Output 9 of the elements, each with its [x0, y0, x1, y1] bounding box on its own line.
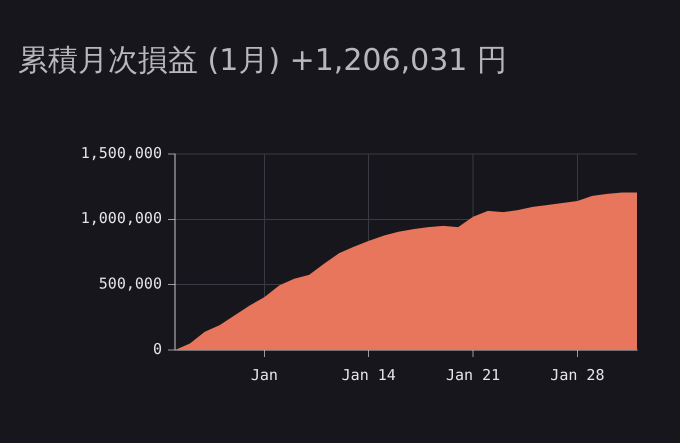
y-tick-label: 1,500,000	[80, 144, 162, 162]
x-tick-label: Jan 21	[446, 366, 500, 384]
x-tick-label: Jan 14	[342, 366, 396, 384]
x-tick-label: Jan	[250, 366, 278, 384]
x-tick-label: Jan 28	[550, 366, 604, 384]
y-tick-label: 1,000,000	[80, 209, 162, 228]
y-tick-label: 0	[152, 340, 162, 358]
y-tick-label: 500,000	[98, 274, 162, 293]
chart-title: 累積月次損益 (1月) +1,206,031 円	[18, 42, 507, 80]
